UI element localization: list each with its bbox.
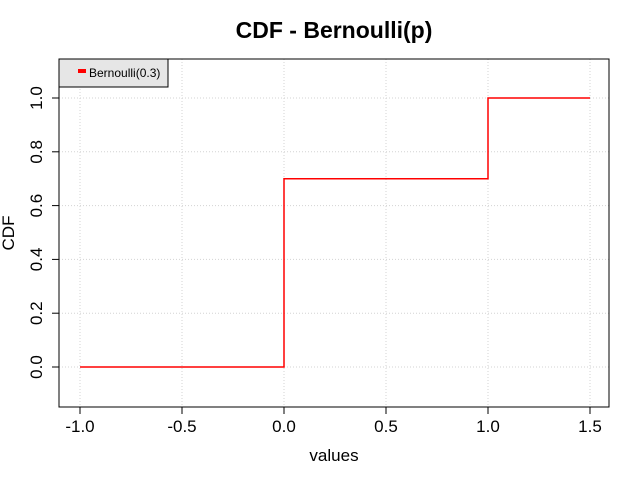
series-group (80, 97, 590, 368)
x-tick-label: 1.0 (476, 417, 500, 436)
y-tick-label: 0.2 (27, 301, 46, 325)
x-tick-label: 1.5 (578, 417, 602, 436)
series-line (80, 97, 590, 368)
y-axis: 0.0 0.2 0.4 0.6 0.8 1.0 (27, 86, 59, 379)
x-tick-label: -1.0 (65, 417, 94, 436)
y-tick-label: 0.4 (27, 248, 46, 272)
legend: Bernoulli(0.3) (58, 58, 169, 88)
legend-box (58, 58, 169, 88)
x-tick-label: 0.5 (374, 417, 398, 436)
y-tick-label: 0.0 (27, 355, 46, 379)
y-tick-label: 0.8 (27, 140, 46, 164)
y-tick-label: 1.0 (27, 86, 46, 110)
x-axis: -1.0 -0.5 0.0 0.5 1.0 1.5 (65, 407, 602, 436)
legend-label: Bernoulli(0.3) (89, 66, 160, 80)
plot-frame (58, 58, 610, 408)
chart-title: CDF - Bernoulli(p) (236, 17, 433, 43)
x-tick-label: 0.0 (272, 417, 296, 436)
legend-swatch (78, 69, 86, 73)
y-axis-label: CDF (0, 216, 18, 251)
x-tick-label: -0.5 (167, 417, 196, 436)
x-axis-label: values (309, 446, 358, 465)
y-tick-label: 0.6 (27, 194, 46, 218)
